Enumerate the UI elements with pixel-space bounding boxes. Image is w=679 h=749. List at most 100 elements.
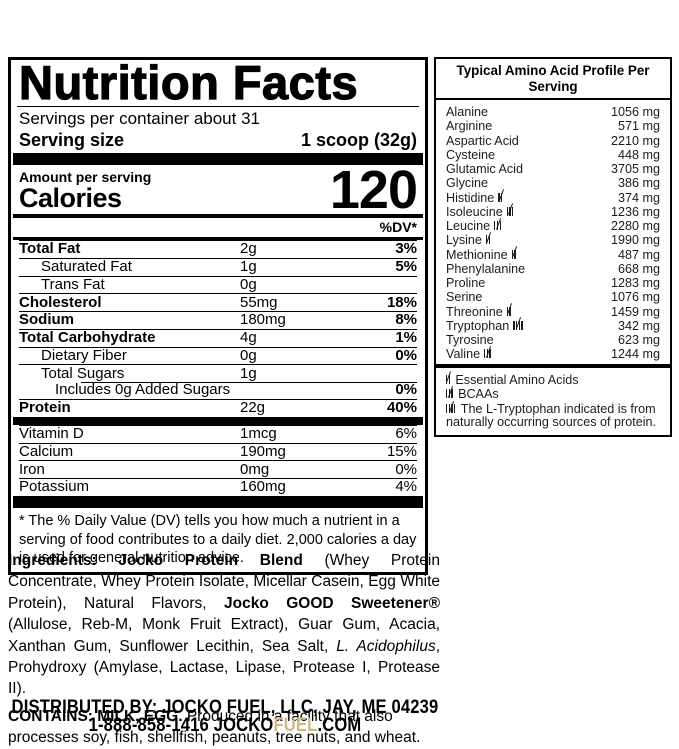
nutrient-amount: 0g <box>240 346 257 364</box>
nutrient-daily-value: 3% <box>395 240 417 258</box>
nutrient-row: Total Carbohydrate 4g 1% <box>19 328 417 347</box>
amino-acid-name: Aspartic Acid <box>446 133 519 148</box>
serving-size-label: Serving size <box>19 130 125 150</box>
footnote-marker <box>490 217 502 233</box>
amino-acid-name: Methionine <box>446 246 518 262</box>
vitamin-amount: 0mg <box>240 460 270 478</box>
vitamin-rows: Vitamin D 1mcg 6% Calcium 190mg 15% Iron… <box>19 424 417 496</box>
amino-acid-value: 1990 mg <box>610 233 660 248</box>
amino-acid-row: Glutamic Acid 3705 mg <box>446 162 660 176</box>
amino-acid-row: Leucine 2280 mg <box>446 217 660 233</box>
vitamin-row: Calcium 190mg 15% <box>19 442 417 461</box>
amino-acid-name: Glycine <box>446 176 488 191</box>
nutrient-amount: 1g <box>240 257 257 275</box>
vitamin-amount: 1mcg <box>240 425 277 442</box>
amino-acid-row: Isoleucine 1236 mg <box>446 203 660 219</box>
nutrient-daily-value: 5% <box>395 257 417 275</box>
amino-acid-value: 2210 mg <box>610 133 660 148</box>
vitamin-name: Calcium <box>19 442 74 460</box>
serving-size-value: 1 scoop (32g) <box>300 130 417 150</box>
legend-item: The L-Tryptophan indicated is from natur… <box>446 401 656 429</box>
footnote-marker <box>446 401 461 416</box>
amino-acid-row: Serine 1076 mg <box>446 290 660 304</box>
amino-acid-row: Proline 1283 mg <box>446 276 660 290</box>
daily-value-header: %DV* <box>379 219 417 235</box>
amino-acid-title: Typical Amino Acid Profile Per Serving <box>436 59 670 100</box>
footnote-marker <box>482 231 492 247</box>
vitamin-daily-value: 15% <box>386 442 417 460</box>
vitamin-name: Iron <box>19 460 45 478</box>
nutrient-amount: 1g <box>240 364 257 382</box>
distributor-block: DISTRIBUTED BY: JOCKO FUEL, LLC, JAY, ME… <box>0 696 450 736</box>
amino-acid-name: Phenylalanine <box>446 261 526 276</box>
nutrient-amount: 55mg <box>240 293 278 311</box>
amino-acid-name: Lysine <box>446 231 492 247</box>
nutrient-name: Total Carbohydrate <box>19 329 156 347</box>
footnote-marker <box>503 203 515 219</box>
nutrient-row: Protein 22g 40% <box>19 399 417 417</box>
thick-divider <box>13 153 423 165</box>
contact-line: 1-888-858-1416 JOCKOFUEL.COM <box>88 713 362 736</box>
amino-acid-row: Methionine 487 mg <box>446 246 660 262</box>
nutrient-row: Sodium 180mg 8% <box>19 311 417 329</box>
vitamin-amount: 190mg <box>240 442 286 460</box>
amino-acid-legend: Essential Amino Acids BCAAs The L-Tryptoph… <box>436 363 670 435</box>
amino-acid-value: 623 mg <box>617 333 660 347</box>
amino-acid-name: Cysteine <box>446 147 495 162</box>
amino-acid-value: 386 mg <box>617 176 660 191</box>
nutrient-row: Trans Fat 0g <box>19 275 417 294</box>
footnote-marker <box>446 371 455 387</box>
amino-acid-rows: Alanine 1056 mg Arginine 571 mg Aspartic… <box>436 100 670 364</box>
legend-item: Essential Amino Acids <box>446 371 660 388</box>
nutrient-name: Protein <box>19 399 71 417</box>
serving-size-row: Serving size 1 scoop (32g) <box>19 129 417 153</box>
vitamin-amount: 160mg <box>240 478 286 496</box>
ingredients-text: Ingredients: Jocko Protein Blend (Whey P… <box>8 552 441 698</box>
legend-item: BCAAs <box>446 385 660 402</box>
nutrient-name: Saturated Fat <box>41 257 132 275</box>
ingredients-block: Ingredients: Jocko Protein Blend (Whey P… <box>8 550 440 749</box>
amino-acid-value: 448 mg <box>617 147 660 162</box>
amino-acid-name: Glutamic Acid <box>446 162 523 176</box>
vitamin-name: Potassium <box>19 478 90 496</box>
nutrient-name: Total Sugars <box>41 364 125 382</box>
vitamin-row: Iron 0mg 0% <box>19 460 417 478</box>
vitamin-daily-value: 0% <box>395 460 417 478</box>
nutrient-daily-value: 0% <box>395 381 417 399</box>
vitamin-daily-value: 6% <box>395 425 417 442</box>
amino-acid-value: 2280 mg <box>610 219 660 233</box>
nutrient-amount: 2g <box>240 240 257 258</box>
daily-value-footnote: * The % Daily Value (DV) tells you how m… <box>19 512 417 567</box>
amino-acid-name: Arginine <box>446 119 493 134</box>
amino-acid-value: 571 mg <box>617 119 660 134</box>
vitamin-row: Vitamin D 1mcg 6% <box>19 424 417 443</box>
nutrient-row: Total Sugars 1g <box>19 364 417 382</box>
nutrient-amount: 180mg <box>240 311 286 329</box>
amino-acid-name: Valine <box>446 345 492 361</box>
amino-acid-row: Glycine 386 mg <box>446 176 660 190</box>
divider <box>13 237 423 240</box>
footnote-marker <box>503 303 513 319</box>
amino-acid-value: 668 mg <box>617 261 660 276</box>
amino-acid-row: Arginine 571 mg <box>446 119 660 133</box>
amino-acid-row: Cysteine 448 mg <box>446 148 660 162</box>
divider <box>13 214 423 218</box>
amino-acid-name: Threonine <box>446 303 513 319</box>
amino-acid-value: 1244 mg <box>610 347 660 362</box>
nutrition-facts-title: Nutrition Facts <box>18 56 359 109</box>
nutrient-name: Trans Fat <box>41 275 105 293</box>
amino-acid-value: 487 mg <box>617 247 660 262</box>
calories-value: 120 <box>329 160 418 220</box>
distributor-line: DISTRIBUTED BY: JOCKO FUEL, LLC, JAY, ME… <box>11 696 439 718</box>
amino-acid-row: Tyrosine 623 mg <box>446 333 660 347</box>
nutrient-daily-value: 18% <box>386 293 417 311</box>
amino-acid-row: Alanine 1056 mg <box>446 105 660 119</box>
divider <box>17 106 419 107</box>
amino-acid-row: Tryptophan 342 mg <box>446 317 660 333</box>
amino-acid-name: Tyrosine <box>446 333 494 347</box>
nutrient-row: Cholesterol 55mg 18% <box>19 293 417 311</box>
amino-acid-row: Threonine 1459 mg <box>446 303 660 319</box>
amino-acid-panel: Typical Amino Acid Profile Per Serving A… <box>434 57 672 437</box>
nutrient-row: Total Fat 2g 3% <box>19 240 417 258</box>
amino-acid-value: 1056 mg <box>610 105 660 119</box>
